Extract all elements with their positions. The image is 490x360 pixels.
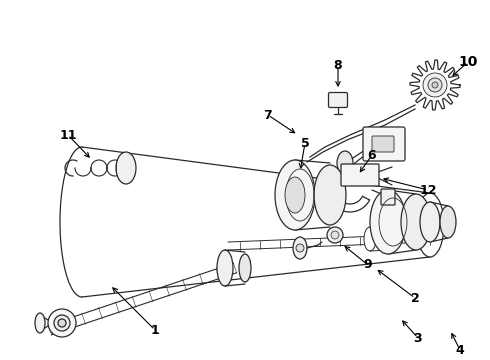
FancyBboxPatch shape (372, 136, 394, 152)
Text: 9: 9 (364, 258, 372, 271)
Circle shape (423, 73, 447, 97)
Ellipse shape (364, 227, 376, 251)
Ellipse shape (293, 237, 307, 259)
Ellipse shape (370, 190, 406, 254)
Text: 7: 7 (264, 108, 272, 122)
Ellipse shape (401, 194, 431, 250)
Ellipse shape (440, 206, 456, 238)
Ellipse shape (384, 226, 396, 250)
Ellipse shape (239, 254, 251, 282)
Ellipse shape (420, 202, 440, 242)
FancyBboxPatch shape (341, 164, 379, 186)
Text: 6: 6 (368, 149, 376, 162)
Circle shape (428, 78, 442, 92)
Ellipse shape (337, 151, 353, 175)
Text: 5: 5 (301, 136, 309, 149)
Circle shape (331, 231, 339, 239)
Circle shape (327, 227, 343, 243)
Ellipse shape (416, 193, 444, 257)
Ellipse shape (116, 152, 136, 184)
Text: 2: 2 (411, 292, 419, 305)
Circle shape (432, 82, 438, 88)
Text: 3: 3 (414, 332, 422, 345)
Circle shape (58, 319, 66, 327)
Ellipse shape (285, 177, 305, 213)
Ellipse shape (35, 313, 45, 333)
Circle shape (296, 244, 304, 252)
Text: 11: 11 (59, 129, 77, 141)
Text: 8: 8 (334, 59, 343, 72)
Ellipse shape (314, 165, 346, 225)
Circle shape (48, 309, 76, 337)
Text: 12: 12 (419, 184, 437, 197)
Text: 10: 10 (458, 55, 478, 69)
FancyBboxPatch shape (363, 127, 405, 161)
Text: 1: 1 (150, 324, 159, 337)
FancyBboxPatch shape (328, 93, 347, 108)
FancyBboxPatch shape (381, 189, 395, 205)
Ellipse shape (275, 160, 315, 230)
Circle shape (54, 315, 70, 331)
Text: 4: 4 (456, 343, 465, 356)
Ellipse shape (217, 250, 233, 286)
